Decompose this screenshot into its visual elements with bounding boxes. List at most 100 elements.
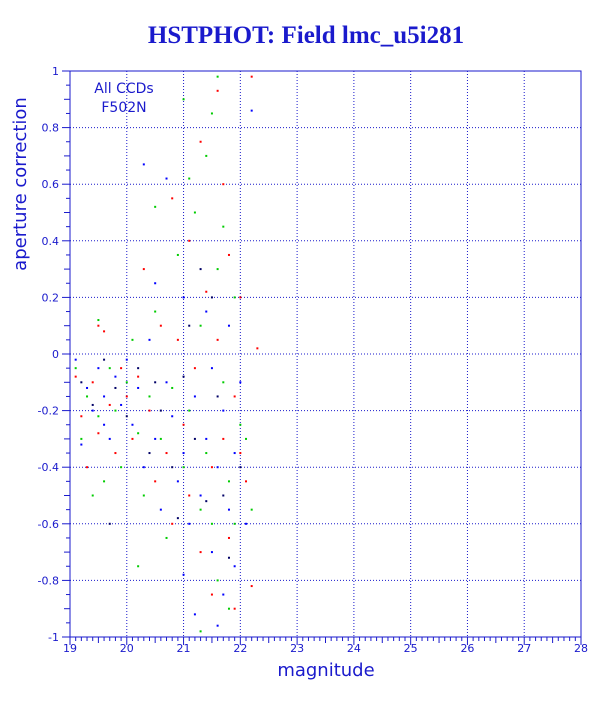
y-tick-label: -0.8: [38, 574, 59, 587]
data-point-series-1: [216, 466, 219, 469]
data-point-series-1: [182, 452, 185, 455]
axis-ticks: 19 20 21 22 23 24 25 26 27 28 -1 -0.8 -0.6 -0.4 -0.2 0 0…: [38, 65, 588, 655]
chart-title: HSTPHOT: Field lmc_u5i281: [147, 22, 465, 49]
data-point-series-1: [108, 437, 111, 440]
data-point-series-2: [222, 437, 225, 440]
y-tick-label: 1: [52, 65, 59, 78]
data-point-series-3: [188, 177, 191, 180]
y-axis-label: aperture correction: [10, 97, 31, 271]
data-point-series-1: [74, 358, 77, 361]
data-point-series-3: [216, 268, 219, 271]
data-point-series-3: [199, 324, 202, 327]
data-point-series-4: [125, 415, 128, 418]
data-point-series-1: [182, 296, 185, 299]
data-point-series-4: [210, 296, 213, 299]
data-point-series-1: [120, 403, 123, 406]
data-point-series-1: [199, 494, 202, 497]
x-tick-label: 22: [233, 642, 247, 655]
data-point-series-1: [210, 551, 213, 554]
data-point-series-4: [91, 403, 94, 406]
data-point-series-3: [86, 395, 89, 398]
data-point-series-3: [210, 522, 213, 525]
data-point-series-1: [239, 381, 242, 384]
annotation-line-filter: F502N: [101, 100, 146, 116]
data-point-series-2: [188, 494, 191, 497]
data-point-series-4: [159, 409, 162, 412]
data-point-series-4: [188, 324, 191, 327]
data-point-series-2: [159, 324, 162, 327]
data-point-series-2: [239, 296, 242, 299]
data-point-series-4: [205, 500, 208, 503]
data-point-series-2: [227, 536, 230, 539]
data-point-series-3: [222, 225, 225, 228]
data-point-series-3: [165, 536, 168, 539]
data-point-series-3: [74, 367, 77, 370]
data-point-series-1: [182, 573, 185, 576]
data-point-series-1: [103, 423, 106, 426]
data-point-series-2: [233, 395, 236, 398]
data-point-series-3: [233, 522, 236, 525]
data-point-series-1: [159, 508, 162, 511]
data-point-series-1: [80, 443, 83, 446]
data-point-series-3: [227, 480, 230, 483]
data-point-series-1: [210, 367, 213, 370]
data-point-series-3: [148, 395, 151, 398]
annotation-box: All CCDs F502N: [94, 81, 153, 116]
data-point-series-2: [154, 480, 157, 483]
data-point-series-2: [120, 367, 123, 370]
data-point-series-1: [171, 415, 174, 418]
data-point-series-2: [216, 89, 219, 92]
data-point-series-2: [256, 347, 259, 350]
data-point-series-3: [216, 579, 219, 582]
data-point-series-2: [250, 585, 253, 588]
data-point-series-1: [148, 338, 151, 341]
data-point-series-2: [86, 466, 89, 469]
data-point-series-2: [250, 75, 253, 78]
data-point-series-3: [108, 367, 111, 370]
y-tick-label: -0.2: [38, 405, 59, 418]
data-point-series-2: [205, 290, 208, 293]
y-tick-label: 0: [52, 348, 59, 361]
data-point-series-1: [142, 163, 145, 166]
data-point-series-3: [97, 319, 100, 322]
data-point-series-1: [114, 375, 117, 378]
data-point-series-2: [148, 409, 151, 412]
data-point-series-1: [154, 437, 157, 440]
data-point-series-1: [165, 177, 168, 180]
data-point-series-4: [182, 375, 185, 378]
data-point-series-1: [193, 613, 196, 616]
data-point-series-3: [171, 386, 174, 389]
data-point-series-2: [125, 395, 128, 398]
data-point-series-1: [205, 437, 208, 440]
data-point-series-1: [131, 423, 134, 426]
data-point-series-1: [91, 409, 94, 412]
data-point-series-4: [176, 517, 179, 520]
data-point-series-3: [154, 205, 157, 208]
data-point-series-3: [103, 480, 106, 483]
y-tick-label: 0.4: [42, 235, 60, 248]
data-point-series-4: [137, 367, 140, 370]
data-point-series-2: [165, 452, 168, 455]
x-tick-label: 20: [120, 642, 134, 655]
x-tick-label: 28: [574, 642, 588, 655]
data-point-series-4: [108, 522, 111, 525]
data-point-series-2: [227, 253, 230, 256]
data-point-series-1: [222, 409, 225, 412]
data-point-series-2: [91, 381, 94, 384]
data-point-series-2: [188, 239, 191, 242]
data-point-series-2: [108, 403, 111, 406]
data-point-series-2: [114, 452, 117, 455]
x-tick-label: 19: [63, 642, 77, 655]
x-tick-label: 23: [290, 642, 304, 655]
y-tick-label: 0.8: [42, 122, 60, 135]
data-point-series-3: [233, 296, 236, 299]
data-point-series-1: [154, 282, 157, 285]
data-point-series-1: [233, 565, 236, 568]
data-point-series-2: [216, 338, 219, 341]
grid-lines: [70, 71, 581, 637]
x-tick-label: 21: [177, 642, 191, 655]
data-point-series-1: [250, 109, 253, 112]
data-point-series-4: [216, 395, 219, 398]
